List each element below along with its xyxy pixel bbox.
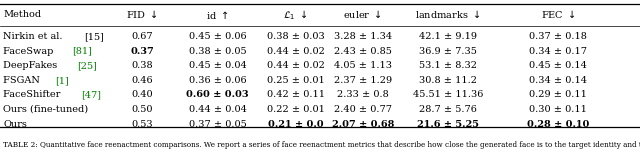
Text: 0.46: 0.46 xyxy=(131,76,153,85)
Text: 4.05 ± 1.13: 4.05 ± 1.13 xyxy=(334,61,392,70)
Text: 0.44 ± 0.02: 0.44 ± 0.02 xyxy=(267,61,324,70)
Text: 28.7 ± 5.76: 28.7 ± 5.76 xyxy=(419,105,477,114)
Text: 0.25 ± 0.01: 0.25 ± 0.01 xyxy=(267,76,324,85)
Text: TABLE 2: Quantitative face reenactment comparisons. We report a series of face r: TABLE 2: Quantitative face reenactment c… xyxy=(3,141,640,149)
Text: 36.9 ± 7.35: 36.9 ± 7.35 xyxy=(419,47,477,56)
Text: 2.37 ± 1.29: 2.37 ± 1.29 xyxy=(334,76,392,85)
Text: 0.37: 0.37 xyxy=(130,47,154,56)
Text: 0.44 ± 0.02: 0.44 ± 0.02 xyxy=(267,47,324,56)
Text: 0.45 ± 0.04: 0.45 ± 0.04 xyxy=(189,61,246,70)
Text: 30.8 ± 11.2: 30.8 ± 11.2 xyxy=(419,76,477,85)
Text: euler $\downarrow$: euler $\downarrow$ xyxy=(344,9,382,20)
Text: Method: Method xyxy=(3,10,42,19)
Text: $\mathcal{L}_1$ $\downarrow$: $\mathcal{L}_1$ $\downarrow$ xyxy=(284,8,308,22)
Text: 0.40: 0.40 xyxy=(131,90,153,99)
Text: DeepFakes: DeepFakes xyxy=(3,61,61,70)
Text: 0.28 ± 0.10: 0.28 ± 0.10 xyxy=(527,119,589,129)
Text: FSGAN: FSGAN xyxy=(3,76,44,85)
Text: 2.43 ± 0.85: 2.43 ± 0.85 xyxy=(334,47,392,56)
Text: id $\uparrow$: id $\uparrow$ xyxy=(206,9,229,21)
Text: 0.38 ± 0.05: 0.38 ± 0.05 xyxy=(189,47,246,56)
Text: 0.30 ± 0.11: 0.30 ± 0.11 xyxy=(529,105,587,114)
Text: FaceSwap: FaceSwap xyxy=(3,47,57,56)
Text: 2.33 ± 0.8: 2.33 ± 0.8 xyxy=(337,90,388,99)
Text: 0.50: 0.50 xyxy=(131,105,153,114)
Text: 0.44 ± 0.04: 0.44 ± 0.04 xyxy=(189,105,246,114)
Text: 0.36 ± 0.06: 0.36 ± 0.06 xyxy=(189,76,246,85)
Text: 45.51 ± 11.36: 45.51 ± 11.36 xyxy=(413,90,483,99)
Text: 3.28 ± 1.34: 3.28 ± 1.34 xyxy=(334,32,392,41)
Text: 2.07 ± 0.68: 2.07 ± 0.68 xyxy=(332,119,394,129)
Text: [1]: [1] xyxy=(55,76,68,85)
Text: 21.6 ± 5.25: 21.6 ± 5.25 xyxy=(417,119,479,129)
Text: landmarks $\downarrow$: landmarks $\downarrow$ xyxy=(415,9,481,20)
Text: 0.21 ± 0.0: 0.21 ± 0.0 xyxy=(268,119,323,129)
Text: Ours (fine-tuned): Ours (fine-tuned) xyxy=(3,105,88,114)
Text: FEC $\downarrow$: FEC $\downarrow$ xyxy=(541,9,575,20)
Text: 0.67: 0.67 xyxy=(131,32,153,41)
Text: Nirkin et al.: Nirkin et al. xyxy=(3,32,66,41)
Text: 0.45 ± 0.14: 0.45 ± 0.14 xyxy=(529,61,587,70)
Text: 0.60 ± 0.03: 0.60 ± 0.03 xyxy=(186,90,249,99)
Text: 2.40 ± 0.77: 2.40 ± 0.77 xyxy=(334,105,392,114)
Text: 0.37 ± 0.18: 0.37 ± 0.18 xyxy=(529,32,587,41)
Text: [81]: [81] xyxy=(72,47,92,56)
Text: 0.37 ± 0.05: 0.37 ± 0.05 xyxy=(189,119,246,129)
Text: 53.1 ± 8.32: 53.1 ± 8.32 xyxy=(419,61,477,70)
Text: 0.22 ± 0.01: 0.22 ± 0.01 xyxy=(267,105,324,114)
Text: 0.42 ± 0.11: 0.42 ± 0.11 xyxy=(267,90,324,99)
Text: 0.53: 0.53 xyxy=(131,119,153,129)
Text: 0.38 ± 0.03: 0.38 ± 0.03 xyxy=(267,32,324,41)
Text: FaceShifter: FaceShifter xyxy=(3,90,64,99)
Text: 0.45 ± 0.06: 0.45 ± 0.06 xyxy=(189,32,246,41)
Text: FID $\downarrow$: FID $\downarrow$ xyxy=(126,9,158,20)
Text: 0.34 ± 0.17: 0.34 ± 0.17 xyxy=(529,47,587,56)
Text: 0.34 ± 0.14: 0.34 ± 0.14 xyxy=(529,76,587,85)
Text: [47]: [47] xyxy=(81,90,101,99)
Text: [15]: [15] xyxy=(84,32,104,41)
Text: 42.1 ± 9.19: 42.1 ± 9.19 xyxy=(419,32,477,41)
Text: [25]: [25] xyxy=(77,61,97,70)
Text: 0.38: 0.38 xyxy=(131,61,153,70)
Text: Ours: Ours xyxy=(3,119,27,129)
Text: 0.29 ± 0.11: 0.29 ± 0.11 xyxy=(529,90,587,99)
